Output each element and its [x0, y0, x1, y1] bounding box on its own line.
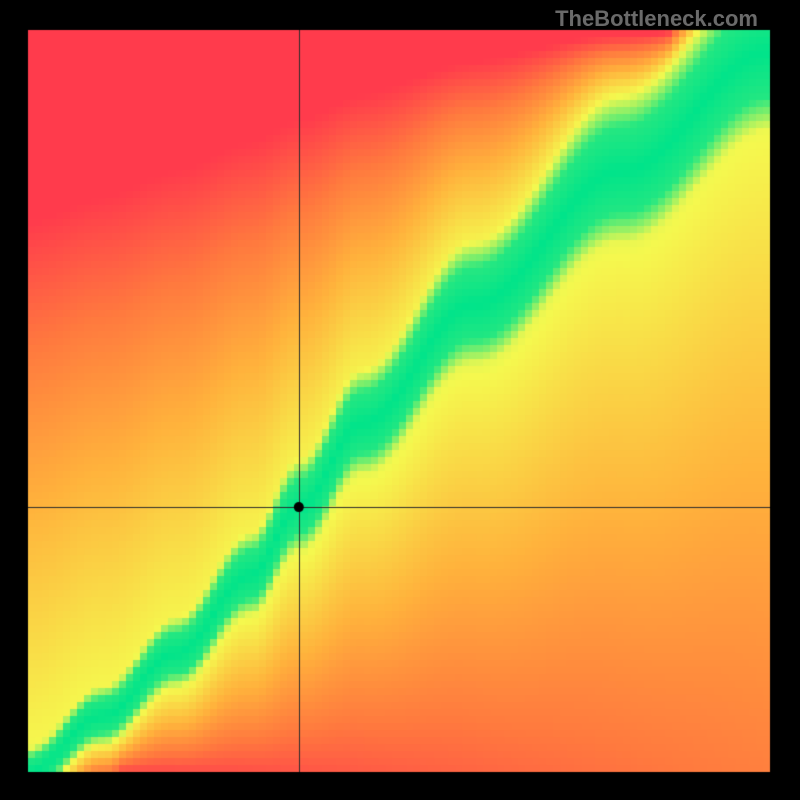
watermark-text: TheBottleneck.com — [555, 6, 758, 32]
bottleneck-heatmap-canvas — [0, 0, 800, 800]
chart-container: TheBottleneck.com — [0, 0, 800, 800]
